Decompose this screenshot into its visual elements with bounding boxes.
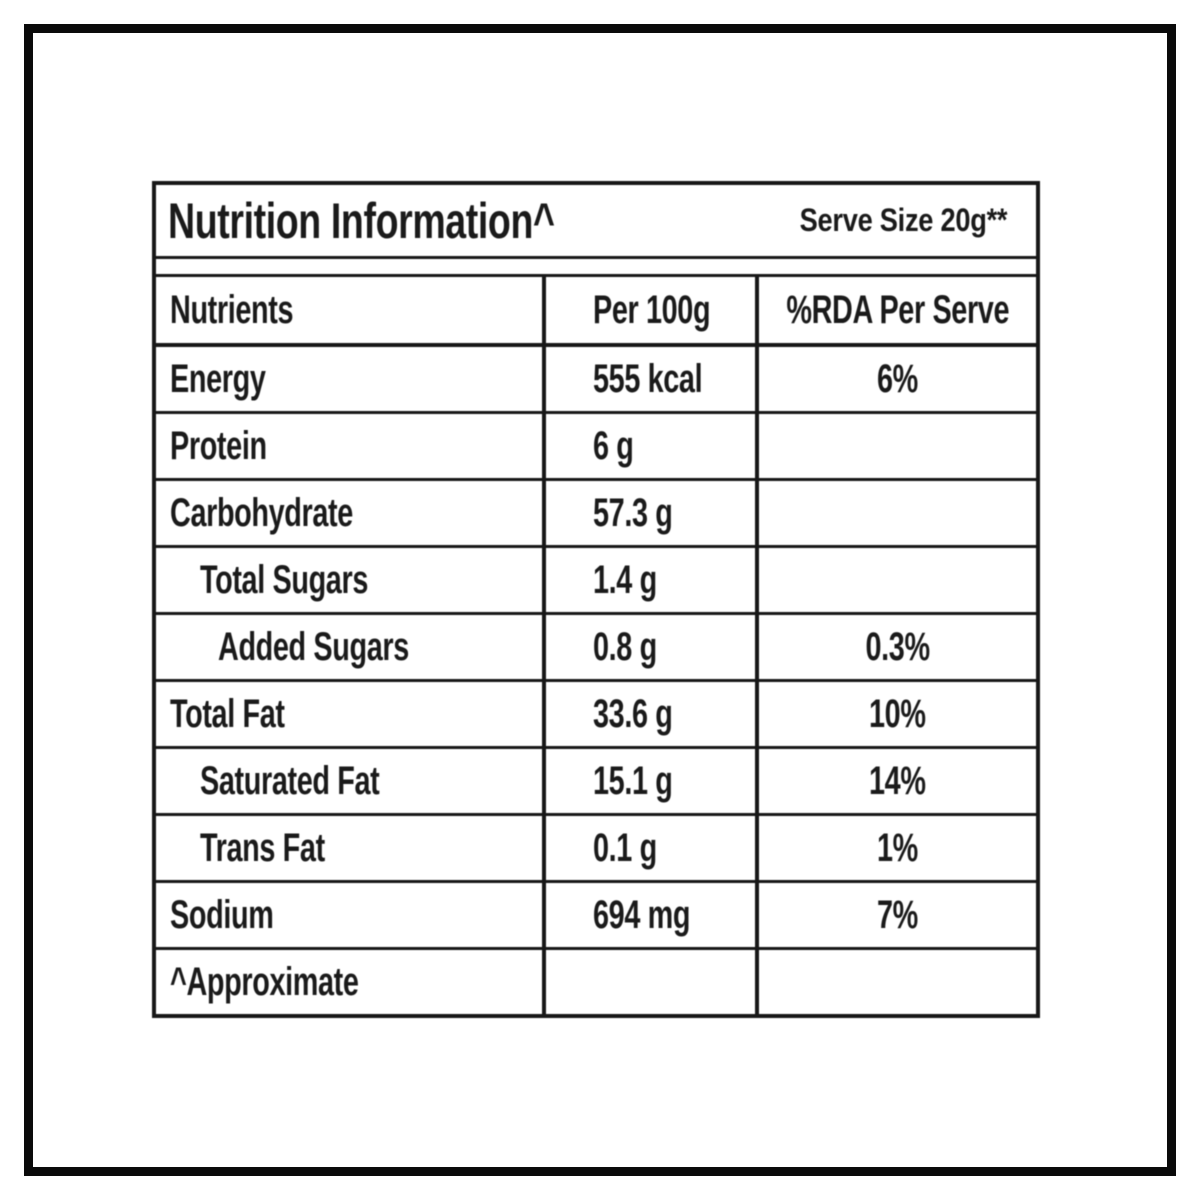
nutrient-label: Trans Fat — [200, 825, 325, 870]
rda-per-serve-value-cell: 0.3% — [755, 615, 1036, 679]
per-100g-value-cell: 6 g — [542, 414, 755, 478]
table-row: Carbohydrate 57.3 g — [156, 481, 1036, 548]
column-header-per-100g: Per 100g — [542, 277, 755, 343]
rda-per-serve-value-cell — [755, 414, 1036, 478]
per-100g-value-cell: 694 mg — [542, 883, 755, 947]
nutrient-label: Total Fat — [170, 691, 285, 736]
per-100g-value: 15.1 g — [593, 758, 673, 803]
rda-per-serve-value-cell: 1% — [755, 816, 1036, 880]
column-header-nutrients: Nutrients — [156, 277, 542, 343]
nutrient-label: Sodium — [170, 892, 274, 937]
nutrient-label: Total Sugars — [200, 557, 368, 602]
rda-per-serve-value-cell: 7% — [755, 883, 1036, 947]
nutrient-label-cell: Added Sugars — [156, 615, 542, 679]
nutrient-label: Energy — [170, 356, 266, 401]
serve-size-label: Serve Size 20g** — [763, 202, 1007, 239]
table-row: Total Fat 33.6 g 10% — [156, 682, 1036, 749]
nutrient-label-cell: Energy — [156, 347, 542, 411]
per-100g-value-cell: 0.8 g — [542, 615, 755, 679]
rda-per-serve-value: 14% — [869, 758, 926, 803]
table-row: Saturated Fat 15.1 g 14% — [156, 749, 1036, 816]
nutrition-rows: Energy 555 kcal 6% Protein 6 g Carbohydrate 57… — [156, 347, 1036, 1014]
column-header-rda-per-serve: %RDA Per Serve — [755, 277, 1036, 343]
nutrient-label: Carbohydrate — [170, 490, 353, 535]
table-row: Sodium 694 mg 7% — [156, 883, 1036, 950]
table-row: Total Sugars 1.4 g — [156, 548, 1036, 615]
table-row: Trans Fat 0.1 g 1% — [156, 816, 1036, 883]
rda-per-serve-value: 7% — [877, 892, 918, 937]
per-100g-value: 0.8 g — [593, 624, 657, 669]
column-header-nutrients-text: Nutrients — [170, 287, 294, 332]
per-100g-value: 555 kcal — [593, 356, 703, 401]
rda-per-serve-value-cell: 6% — [755, 347, 1036, 411]
rda-per-serve-value: 10% — [869, 691, 926, 736]
per-100g-value: 694 mg — [593, 892, 691, 937]
per-100g-value: 57.3 g — [593, 490, 673, 535]
column-header-row: Nutrients Per 100g %RDA Per Serve — [156, 277, 1036, 347]
per-100g-value-cell: 15.1 g — [542, 749, 755, 813]
table-row: Energy 555 kcal 6% — [156, 347, 1036, 414]
table-title-row: Nutrition Information^ Serve Size 20g** — [156, 185, 1036, 259]
table-title: Nutrition Information^ — [168, 192, 683, 250]
nutrient-label-cell: Saturated Fat — [156, 749, 542, 813]
per-100g-value-cell: 57.3 g — [542, 481, 755, 545]
column-header-per-100g-text: Per 100g — [593, 287, 711, 332]
per-100g-value: 1.4 g — [593, 557, 657, 602]
per-100g-value-cell: 1.4 g — [542, 548, 755, 612]
rda-per-serve-value: 0.3% — [865, 624, 930, 669]
nutrient-label-cell: Total Sugars — [156, 548, 542, 612]
nutrition-information-table: Nutrition Information^ Serve Size 20g** … — [152, 181, 1040, 1018]
per-100g-value: 6 g — [593, 423, 634, 468]
nutrient-label-cell: Protein — [156, 414, 542, 478]
nutrient-label-cell: ^Approximate — [156, 950, 542, 1014]
per-100g-value: 33.6 g — [593, 691, 673, 736]
nutrient-label: Protein — [170, 423, 267, 468]
nutrient-label: ^Approximate — [170, 959, 359, 1004]
nutrient-label-cell: Carbohydrate — [156, 481, 542, 545]
nutrient-label: Added Sugars — [218, 624, 409, 669]
per-100g-value-cell — [542, 950, 755, 1014]
per-100g-value-cell: 33.6 g — [542, 682, 755, 746]
per-100g-value-cell: 0.1 g — [542, 816, 755, 880]
rda-per-serve-value-cell: 10% — [755, 682, 1036, 746]
rda-per-serve-value-cell: 14% — [755, 749, 1036, 813]
per-100g-value-cell: 555 kcal — [542, 347, 755, 411]
rda-per-serve-value: 6% — [877, 356, 918, 401]
nutrient-label-cell: Total Fat — [156, 682, 542, 746]
table-row: Protein 6 g — [156, 414, 1036, 481]
rda-per-serve-value: 1% — [877, 825, 918, 870]
nutrient-label-cell: Sodium — [156, 883, 542, 947]
table-row: Added Sugars 0.8 g 0.3% — [156, 615, 1036, 682]
serve-size-text: Serve Size 20g** — [799, 202, 1007, 238]
outer-border-frame — [24, 24, 1176, 1176]
title-divider-gap — [156, 259, 1036, 277]
table-row: ^Approximate — [156, 950, 1036, 1014]
rda-per-serve-value-cell — [755, 481, 1036, 545]
nutrient-label: Saturated Fat — [200, 758, 380, 803]
column-header-rda-per-serve-text: %RDA Per Serve — [786, 287, 1009, 332]
table-title-text: Nutrition Information^ — [168, 192, 555, 249]
nutrient-label-cell: Trans Fat — [156, 816, 542, 880]
rda-per-serve-value-cell — [755, 548, 1036, 612]
rda-per-serve-value-cell — [755, 950, 1036, 1014]
per-100g-value: 0.1 g — [593, 825, 657, 870]
